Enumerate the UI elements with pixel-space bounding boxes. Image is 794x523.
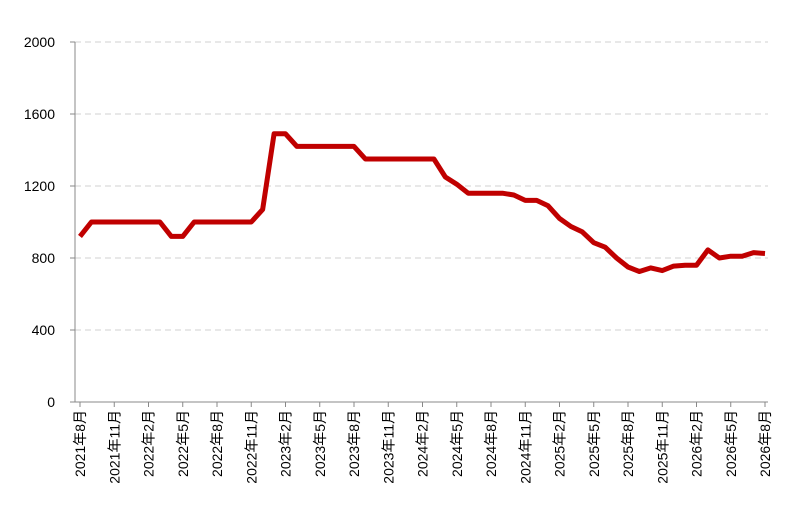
y-tick-label: 2000 (24, 34, 55, 50)
y-tick-label: 1200 (24, 178, 55, 194)
x-tick-label: 2025年2月 (552, 410, 568, 477)
x-tick-label: 2021年11月 (106, 410, 122, 484)
y-tick-label: 800 (32, 250, 56, 266)
x-tick-label: 2025年5月 (586, 410, 602, 477)
x-tick-label: 2026年5月 (723, 410, 739, 477)
x-tick-label: 2023年11月 (380, 410, 396, 484)
x-tick-label: 2023年2月 (278, 410, 294, 477)
line (78, 131, 766, 274)
x-tick-label: 2024年8月 (483, 410, 499, 477)
x-tick-label: 2022年2月 (141, 410, 157, 477)
x-tick-label: 2021年8月 (72, 410, 88, 477)
y-tick-label: 0 (47, 394, 55, 410)
x-tick-label: 2026年8月 (757, 410, 773, 477)
x-tick-label: 2025年8月 (620, 410, 636, 477)
x-tick-label: 2026年2月 (689, 410, 705, 477)
x-tick-label: 2023年5月 (312, 410, 328, 477)
x-tick-label: 2022年5月 (175, 410, 191, 477)
x-tick-label: 2023年8月 (346, 410, 362, 477)
y-tick-label: 1600 (24, 106, 55, 122)
x-tick-label: 2025年11月 (654, 410, 670, 484)
x-tick-label: 2024年5月 (449, 410, 465, 477)
x-tick-label: 2024年2月 (415, 410, 431, 477)
x-tick-label: 2024年11月 (517, 410, 533, 484)
x-tick-label: 2022年11月 (243, 410, 259, 484)
x-tick-label: 2022年8月 (209, 410, 225, 477)
y-tick-label: 400 (32, 322, 56, 338)
